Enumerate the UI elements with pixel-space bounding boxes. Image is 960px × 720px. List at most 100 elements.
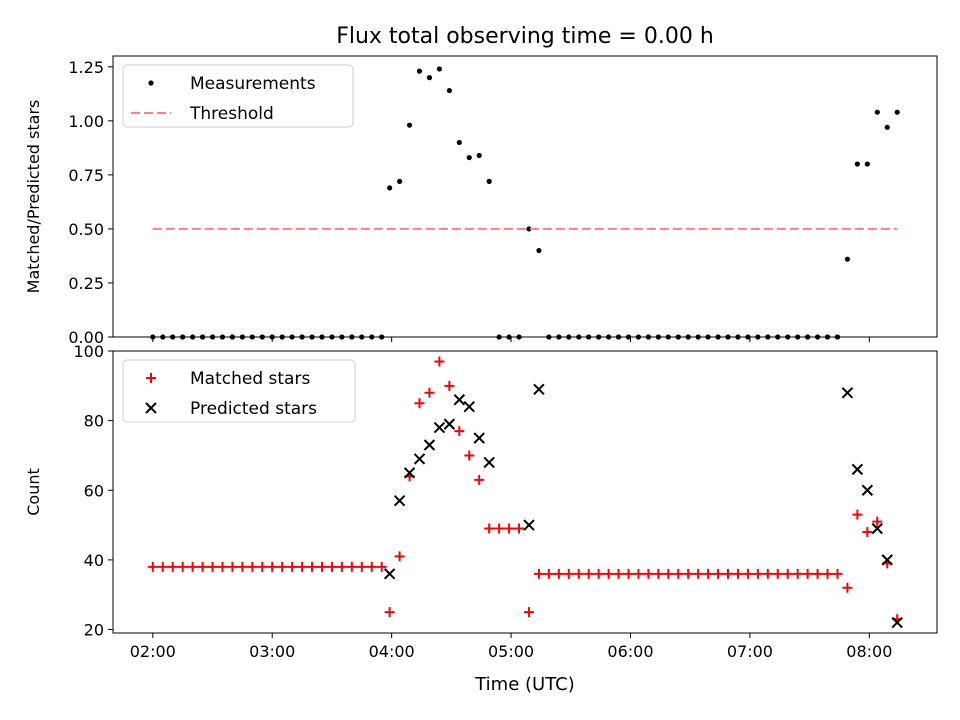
matched-point (762, 568, 773, 579)
bottom-series-1 (383, 383, 903, 629)
measurement-point (526, 226, 532, 232)
measurement-point (406, 122, 413, 128)
measurement-point (486, 178, 492, 184)
matched-point (504, 523, 515, 534)
matched-point (872, 516, 883, 527)
matched-point (832, 568, 843, 579)
matched-point (703, 568, 714, 579)
bottom-y-axis-label: Count (24, 468, 43, 516)
measurement-point (874, 109, 880, 115)
measurement-point (536, 247, 542, 254)
matched-point (613, 568, 624, 579)
predicted-point (393, 494, 406, 507)
measurement-point (884, 124, 890, 130)
predicted-point (453, 394, 466, 406)
matched-point (603, 568, 614, 579)
y-tick-label: 0.00 (68, 328, 104, 347)
y-tick-label: 1.00 (68, 112, 104, 131)
matched-point (623, 568, 634, 579)
matched-point (723, 568, 734, 579)
matched-point (424, 387, 435, 398)
measurement-point (436, 66, 443, 72)
top-plot-area (150, 66, 900, 340)
matched-point (792, 568, 803, 579)
legend-marker-measurements (148, 80, 154, 86)
matched-point (187, 561, 198, 572)
matched-point (663, 568, 674, 579)
legend-marker-matched (146, 373, 156, 383)
bottom-panel: 20 40 60 80 100 Count 02:00 03:00 04:00 05:00 06:0… (24, 342, 938, 661)
predicted-point (383, 568, 396, 580)
matched-point (394, 551, 405, 562)
matched-point (356, 561, 367, 572)
y-tick-label: 0.75 (68, 166, 104, 185)
x-tick-label: 05:00 (488, 642, 534, 661)
bottom-legend: Matched stars Predicted stars (122, 359, 356, 423)
legend-label: Measurements (190, 74, 316, 94)
matched-point (237, 561, 248, 572)
measurement-point (854, 161, 860, 167)
matched-point (514, 523, 525, 534)
matched-point (384, 607, 395, 618)
legend-marker-predicted (145, 402, 157, 414)
predicted-point (881, 554, 893, 566)
matched-point (366, 561, 377, 572)
x-axis-label: Time (UTC) (474, 674, 575, 695)
measurement-point (387, 185, 393, 191)
matched-point (583, 568, 594, 579)
predicted-point (423, 439, 436, 451)
matched-point (307, 561, 318, 572)
x-tick-label: 07:00 (727, 642, 773, 661)
y-tick-label: 40 (84, 551, 104, 570)
matched-point (414, 398, 425, 409)
top-panel: 0.00 0.25 0.50 0.75 1.00 1.25 Matched/Predicte… (24, 55, 938, 347)
y-tick-label: 100 (73, 342, 104, 361)
matched-point (563, 568, 574, 579)
measurement-point (466, 154, 472, 161)
predicted-point (861, 484, 874, 496)
top-y-axis-label: Matched/Predicted stars (24, 100, 43, 294)
matched-point (217, 561, 228, 572)
matched-point (653, 568, 664, 579)
matched-point (177, 561, 188, 572)
matched-point (147, 561, 158, 572)
matched-point (842, 582, 853, 593)
x-tick-label: 08:00 (846, 642, 892, 661)
y-tick-label: 80 (84, 412, 104, 431)
legend-label: Threshold (189, 104, 274, 124)
matched-point (862, 527, 873, 538)
top-axes-frame (112, 55, 938, 338)
bottom-series-0 (147, 356, 903, 625)
measurement-point (864, 161, 870, 167)
matched-point (297, 561, 308, 572)
predicted-point (433, 421, 446, 434)
predicted-point (443, 418, 456, 430)
chart-title: Flux total observing time = 0.00 h (336, 24, 714, 49)
predicted-point (871, 522, 883, 535)
y-tick-label: 0.25 (68, 274, 104, 293)
measurement-point (416, 68, 423, 74)
predicted-point (473, 432, 485, 444)
matched-point (167, 561, 178, 572)
matched-point (207, 561, 218, 572)
matched-point (257, 561, 268, 572)
measurement-point (446, 87, 452, 94)
matched-point (434, 356, 445, 367)
matched-point (267, 561, 278, 572)
matched-point (643, 568, 654, 579)
matched-point (227, 561, 238, 572)
measurement-point (397, 178, 403, 184)
matched-point (474, 474, 485, 485)
y-tick-label: 60 (84, 481, 104, 500)
matched-point (553, 568, 564, 579)
matched-point (772, 568, 783, 579)
matched-point (346, 561, 357, 572)
matched-point (326, 561, 337, 572)
matched-point (464, 450, 475, 461)
matched-point (573, 568, 584, 579)
matched-point (633, 568, 644, 579)
matched-point (593, 568, 604, 579)
legend-box (122, 359, 356, 423)
legend-label: Predicted stars (190, 399, 317, 419)
predicted-point (851, 463, 864, 476)
